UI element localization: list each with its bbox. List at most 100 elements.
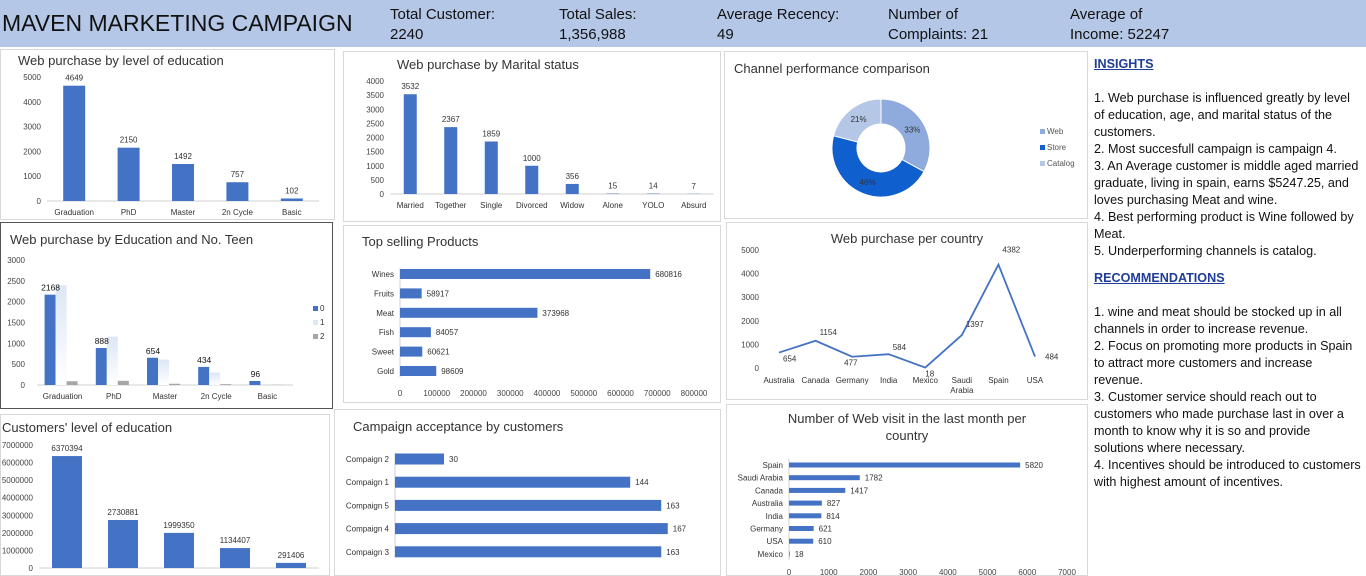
y-tick-label: 1000 xyxy=(741,340,759,349)
x-tick-label: Basic xyxy=(282,208,302,217)
legend-swatch xyxy=(313,334,318,339)
bar xyxy=(63,86,85,201)
data-label: 4649 xyxy=(65,74,83,83)
kpi-value: Complaints: 21 xyxy=(888,26,988,43)
kpi-value: 1,356,988 xyxy=(559,26,626,43)
chart-panel-teen[interactable]: Web purchase by Education and No. Teen 0… xyxy=(0,222,333,409)
bar xyxy=(789,526,814,531)
data-label: 30 xyxy=(449,455,458,464)
data-label: 477 xyxy=(844,359,858,368)
chart-panel-channel[interactable]: Channel performance comparison 33%46%21%… xyxy=(724,51,1088,219)
y-tick-label: Compaign 1 xyxy=(346,478,390,487)
legend-swatch xyxy=(1040,145,1045,150)
x-tick-label: 2n Cycle xyxy=(201,392,233,401)
bar-series-2 xyxy=(67,381,78,385)
x-tick-label: PhD xyxy=(106,392,122,401)
bar-series-2 xyxy=(220,384,231,385)
y-tick-label: 5000000 xyxy=(2,476,34,485)
legend-swatch xyxy=(1040,161,1045,166)
bar xyxy=(395,454,444,465)
y-tick-label: 4000 xyxy=(741,270,759,279)
data-label: 98609 xyxy=(441,367,464,376)
x-tick-label: YOLO xyxy=(642,201,664,210)
bar xyxy=(395,546,661,557)
y-tick-label: 2500 xyxy=(366,119,384,128)
y-tick-label: Compaign 5 xyxy=(346,501,390,510)
insights-heading: INSIGHTS xyxy=(1094,56,1362,73)
y-tick-label: Canada xyxy=(755,486,784,495)
data-label: 163 xyxy=(666,548,680,557)
data-label: 167 xyxy=(673,525,687,534)
x-tick-label: Alone xyxy=(603,201,624,210)
x-tick-label: Australia xyxy=(763,376,795,385)
bar-series-2 xyxy=(118,381,129,385)
chart-panel-visits[interactable]: Number of Web visit in the last month pe… xyxy=(726,404,1088,576)
y-tick-label: Spain xyxy=(763,461,783,470)
data-label: 7 xyxy=(692,182,697,191)
x-tick-label: 5000 xyxy=(979,568,997,575)
kpi-label: Number of xyxy=(888,6,958,23)
x-tick-label: 100000 xyxy=(423,389,450,398)
y-tick-label: 2000000 xyxy=(2,529,34,538)
x-tick-label: Spain xyxy=(988,376,1008,385)
y-tick-label: 0 xyxy=(21,381,26,390)
data-label: 2730881 xyxy=(107,508,139,517)
bar-series-0 xyxy=(147,358,158,385)
y-tick-label: Compaign 2 xyxy=(346,455,390,464)
bar xyxy=(220,548,250,568)
x-tick-label: 600000 xyxy=(607,389,634,398)
kpi-total-customer: Total Customer:2240 xyxy=(390,5,495,45)
y-tick-label: 4000000 xyxy=(2,494,34,503)
bar xyxy=(118,148,140,201)
x-tick-label: Germany xyxy=(836,376,869,385)
bar xyxy=(789,463,1020,468)
y-tick-label: 0 xyxy=(380,190,385,199)
bar-series-1 xyxy=(158,360,169,385)
x-tick-label: 700000 xyxy=(644,389,671,398)
marital-web-chart: 050010001500200025003000350040003532Marr… xyxy=(344,52,720,221)
pie-label: 33% xyxy=(904,125,920,134)
data-label: 15 xyxy=(608,182,617,191)
recommendation-item: 1. wine and meat should be stocked up in… xyxy=(1094,304,1362,338)
y-tick-label: 1000000 xyxy=(2,546,34,555)
data-label: 4382 xyxy=(1002,246,1020,255)
insight-item: 1. Web purchase is influenced greatly by… xyxy=(1094,90,1362,141)
bar xyxy=(276,563,306,568)
y-tick-label: 5000 xyxy=(23,73,41,82)
y-tick-label: 2000 xyxy=(366,134,384,143)
data-label: 654 xyxy=(783,355,797,364)
y-tick-label: 3500 xyxy=(366,91,384,100)
y-tick-label: Germany xyxy=(750,525,783,534)
y-tick-label: Gold xyxy=(377,367,394,376)
y-tick-label: 3000000 xyxy=(2,511,34,520)
data-label: 1782 xyxy=(865,474,883,483)
x-tick-label: Single xyxy=(480,201,503,210)
header-bar: MAVEN MARKETING CAMPAIGN Total Customer:… xyxy=(0,0,1366,47)
data-label: 814 xyxy=(826,512,840,521)
dashboard-title: MAVEN MARKETING CAMPAIGN xyxy=(2,10,353,37)
y-tick-label: 3000 xyxy=(7,256,25,265)
y-tick-label: 4000 xyxy=(366,77,384,86)
x-tick-label: India xyxy=(880,376,898,385)
data-label: 1859 xyxy=(482,129,500,138)
bar xyxy=(281,198,303,201)
insight-item: 5. Underperforming channels is catalog. xyxy=(1094,243,1362,260)
data-label: 680816 xyxy=(655,270,682,279)
kpi-label: Average Recency: xyxy=(717,6,839,23)
y-tick-label: 0 xyxy=(29,564,34,573)
y-tick-label: India xyxy=(766,512,784,521)
data-label: 827 xyxy=(827,499,841,508)
x-tick-label: 6000 xyxy=(1018,568,1036,575)
y-tick-label: 3000 xyxy=(366,105,384,114)
data-label: 484 xyxy=(1045,353,1059,362)
y-tick-label: Compaign 4 xyxy=(346,525,390,534)
y-tick-label: 4000 xyxy=(23,98,41,107)
